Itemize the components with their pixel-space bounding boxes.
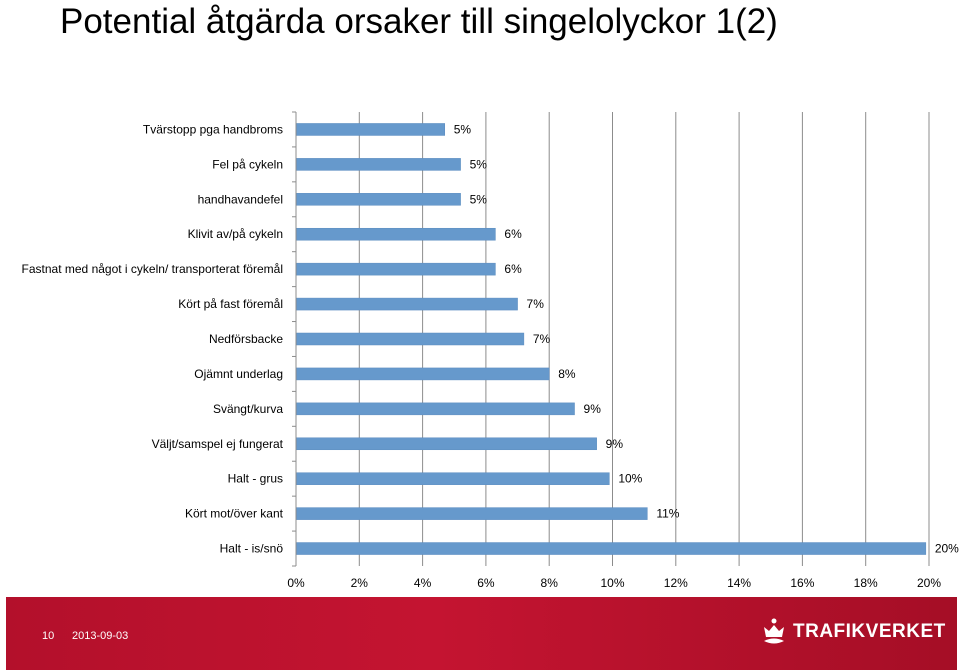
data-label: 5%: [470, 192, 488, 206]
category-label: Klivit av/på cykeln: [188, 227, 283, 241]
data-label: 6%: [504, 227, 522, 241]
x-tick-label: 2%: [351, 576, 369, 590]
category-label: Svängt/kurva: [213, 402, 283, 416]
bar: [295, 542, 927, 555]
category-label: Halt - grus: [228, 472, 283, 486]
data-label: 8%: [558, 367, 576, 381]
category-label: Fel på cykeln: [212, 157, 283, 171]
crown-emblem-icon: [764, 618, 784, 644]
category-label: Kört på fast föremål: [178, 297, 283, 311]
x-tick-label: 4%: [414, 576, 432, 590]
x-tick-label: 6%: [477, 576, 495, 590]
data-label: 9%: [584, 402, 602, 416]
y-axis: [292, 111, 297, 567]
x-tick-label: 20%: [917, 576, 941, 590]
bar: [295, 437, 597, 451]
data-label: 10%: [618, 472, 642, 486]
data-label: 6%: [504, 262, 522, 276]
bar: [295, 297, 518, 311]
bar: [295, 158, 461, 171]
data-label: 9%: [606, 437, 624, 451]
bar: [295, 123, 446, 136]
x-tick-label: 18%: [854, 576, 878, 590]
x-tick-label: 12%: [664, 576, 688, 590]
footer-bar: 10 2013-09-03 TRAFIKVERKET: [6, 597, 957, 670]
category-label: Halt - is/snö: [220, 542, 284, 556]
x-tick-label: 14%: [727, 576, 751, 590]
category-label: handhavandefel: [198, 192, 283, 206]
x-tick-label: 16%: [790, 576, 814, 590]
x-tick-label: 10%: [600, 576, 624, 590]
bar: [295, 332, 525, 346]
category-label: Tvärstopp pga handbroms: [143, 122, 283, 136]
bar: [295, 193, 461, 206]
bars: [295, 123, 927, 555]
data-label: 11%: [656, 507, 679, 521]
bar-chart: Tvärstopp pga handbroms Fel på cykeln hand…: [22, 111, 959, 590]
x-tick-label: 8%: [541, 576, 559, 590]
data-label: 20%: [935, 542, 959, 556]
slide-date: 2013-09-03: [72, 630, 129, 642]
category-label: Fastnat med något i cykeln/ transportera…: [22, 262, 283, 276]
bar: [295, 402, 575, 416]
slide-title: Potential åtgärda orsaker till singeloly…: [60, 2, 778, 41]
data-label: 5%: [454, 122, 472, 136]
slide-number: 10: [42, 630, 55, 642]
data-label: 5%: [470, 157, 488, 171]
category-labels: Tvärstopp pga handbroms Fel på cykeln hand…: [22, 122, 284, 555]
bar: [295, 262, 496, 276]
trafikverket-logo: TRAFIKVERKET: [761, 615, 946, 649]
category-label: Nedförsbacke: [209, 332, 283, 346]
category-label: Kört mot/över kant: [185, 507, 284, 521]
logo-text: TRAFIKVERKET: [793, 621, 946, 642]
data-label: 7%: [527, 297, 545, 311]
bar: [295, 472, 610, 485]
x-axis-tick-labels: 0% 2% 4% 6% 8% 10% 12% 14% 16% 18% 20%: [287, 576, 941, 590]
bar: [295, 227, 496, 241]
bar: [295, 367, 550, 381]
x-tick-label: 0%: [287, 576, 305, 590]
category-label: Väljt/samspel ej fungerat: [152, 437, 284, 451]
data-label: 7%: [533, 332, 551, 346]
bar: [295, 507, 648, 520]
data-labels: 5% 5% 5% 6% 6% 7% 7% 8% 9% 9% 10% 11% 20%: [454, 122, 959, 555]
category-label: Ojämnt underlag: [194, 367, 283, 381]
